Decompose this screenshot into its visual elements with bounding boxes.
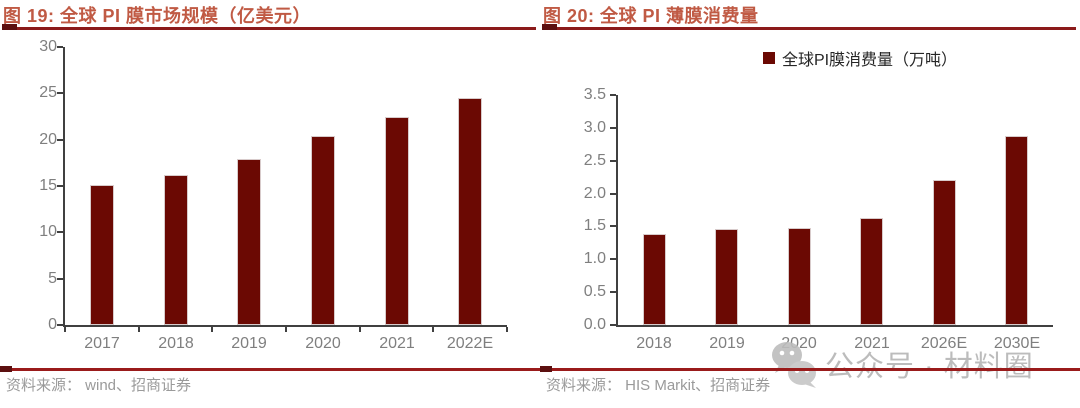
- figure-20-separator-rule: [540, 366, 1080, 372]
- legend-swatch: [762, 52, 775, 64]
- y-tick-label: 0.5: [583, 283, 606, 300]
- y-tick-label: 25: [39, 84, 57, 101]
- y-tick-mark: [57, 324, 63, 326]
- x-tick-label: 2018: [158, 335, 194, 352]
- figure-19-title-rule: [2, 24, 536, 30]
- title-rule-nub: [542, 24, 557, 30]
- figure-19-separator-rule: [0, 366, 540, 372]
- y-tick-mark: [57, 278, 63, 280]
- figure-20-source-note: 资料来源： HIS Markit、招商证券: [546, 377, 771, 394]
- y-axis: [63, 47, 65, 327]
- bar: [788, 228, 811, 325]
- x-tick-mark: [285, 327, 287, 332]
- y-tick-label: 10: [39, 223, 57, 240]
- figure-19-panel: 图 19: 全球 PI 膜市场规模（亿美元） 0 5 10 15 20 25 30 2017 2…: [0, 6, 540, 394]
- bar: [458, 98, 482, 325]
- x-tick-label: 2017: [84, 335, 120, 352]
- y-tick-label: 5: [48, 270, 57, 287]
- y-tick-label: 0: [48, 316, 57, 333]
- y-tick-mark: [610, 324, 616, 326]
- x-tick-mark: [138, 327, 140, 332]
- y-tick-label: 1.5: [583, 217, 606, 234]
- bar: [860, 218, 883, 325]
- watermark: 公众号 · 材料圈: [768, 340, 1034, 388]
- market-size-bar-chart: 0 5 10 15 20 25 30 2017 2018 2019 2020 2021 2022E: [39, 38, 508, 352]
- x-tick-label: 2030E: [993, 335, 1041, 352]
- y-tick-mark: [57, 231, 63, 233]
- y-tick-mark: [57, 185, 63, 187]
- bar: [385, 117, 409, 325]
- bar: [715, 229, 738, 325]
- bar: [933, 180, 956, 325]
- x-tick-label: 2022E: [446, 335, 494, 352]
- bar: [643, 234, 666, 325]
- x-tick-label: 2021: [379, 335, 415, 352]
- y-tick-mark: [610, 193, 616, 195]
- x-tick-label: 2019: [709, 335, 745, 352]
- y-tick-mark: [57, 46, 63, 48]
- chart-legend: 全球PI膜消费量（万吨）: [640, 46, 1080, 70]
- y-tick-mark: [610, 160, 616, 162]
- x-tick-label: 2019: [231, 335, 267, 352]
- separator-rule-nub: [540, 366, 552, 372]
- y-tick-label: 0.0: [583, 316, 606, 333]
- y-tick-label: 3.0: [583, 119, 606, 136]
- bar: [311, 136, 335, 325]
- x-axis: [616, 325, 1053, 327]
- y-tick-mark: [610, 291, 616, 293]
- y-tick-mark: [610, 225, 616, 227]
- y-tick-mark: [57, 139, 63, 141]
- wechat-icon: [772, 342, 816, 388]
- x-tick-label: 2020: [305, 335, 341, 352]
- y-tick-mark: [610, 258, 616, 260]
- y-tick-label: 15: [39, 177, 57, 194]
- figure-20-title-rule: [542, 24, 1076, 30]
- y-axis: [616, 95, 618, 327]
- watermark-text: 公众号 · 材料圈: [825, 351, 1034, 383]
- y-tick-mark: [610, 127, 616, 129]
- figure-19-title: 图 19: 全球 PI 膜市场规模（亿美元）: [3, 6, 312, 26]
- x-tick-mark: [211, 327, 213, 332]
- figure-19-source-note: 资料来源： wind、招商证券: [6, 377, 192, 394]
- bar: [90, 185, 114, 325]
- y-tick-label: 20: [39, 131, 57, 148]
- x-tick-mark: [506, 327, 508, 332]
- y-tick-label: 3.5: [583, 86, 606, 103]
- bar: [1005, 136, 1028, 325]
- y-tick-mark: [57, 92, 63, 94]
- figure-20-title: 图 20: 全球 PI 薄膜消费量: [543, 6, 759, 26]
- x-tick-label: 2026E: [920, 335, 968, 352]
- x-tick-label: 2021: [854, 335, 890, 352]
- legend-label: 全球PI膜消费量（万吨）: [781, 52, 958, 69]
- x-tick-mark: [64, 327, 66, 332]
- y-tick-mark: [610, 94, 616, 96]
- x-tick-label: 2018: [636, 335, 672, 352]
- x-tick-mark: [432, 327, 434, 332]
- y-tick-label: 1.0: [583, 250, 606, 267]
- y-tick-label: 2.0: [583, 185, 606, 202]
- x-tick-mark: [359, 327, 361, 332]
- title-rule-nub: [2, 24, 17, 30]
- x-axis: [63, 325, 507, 327]
- bar: [237, 159, 261, 325]
- y-tick-label: 30: [39, 38, 57, 55]
- separator-rule-nub: [0, 366, 12, 372]
- bar: [164, 175, 188, 325]
- y-tick-label: 2.5: [583, 152, 606, 169]
